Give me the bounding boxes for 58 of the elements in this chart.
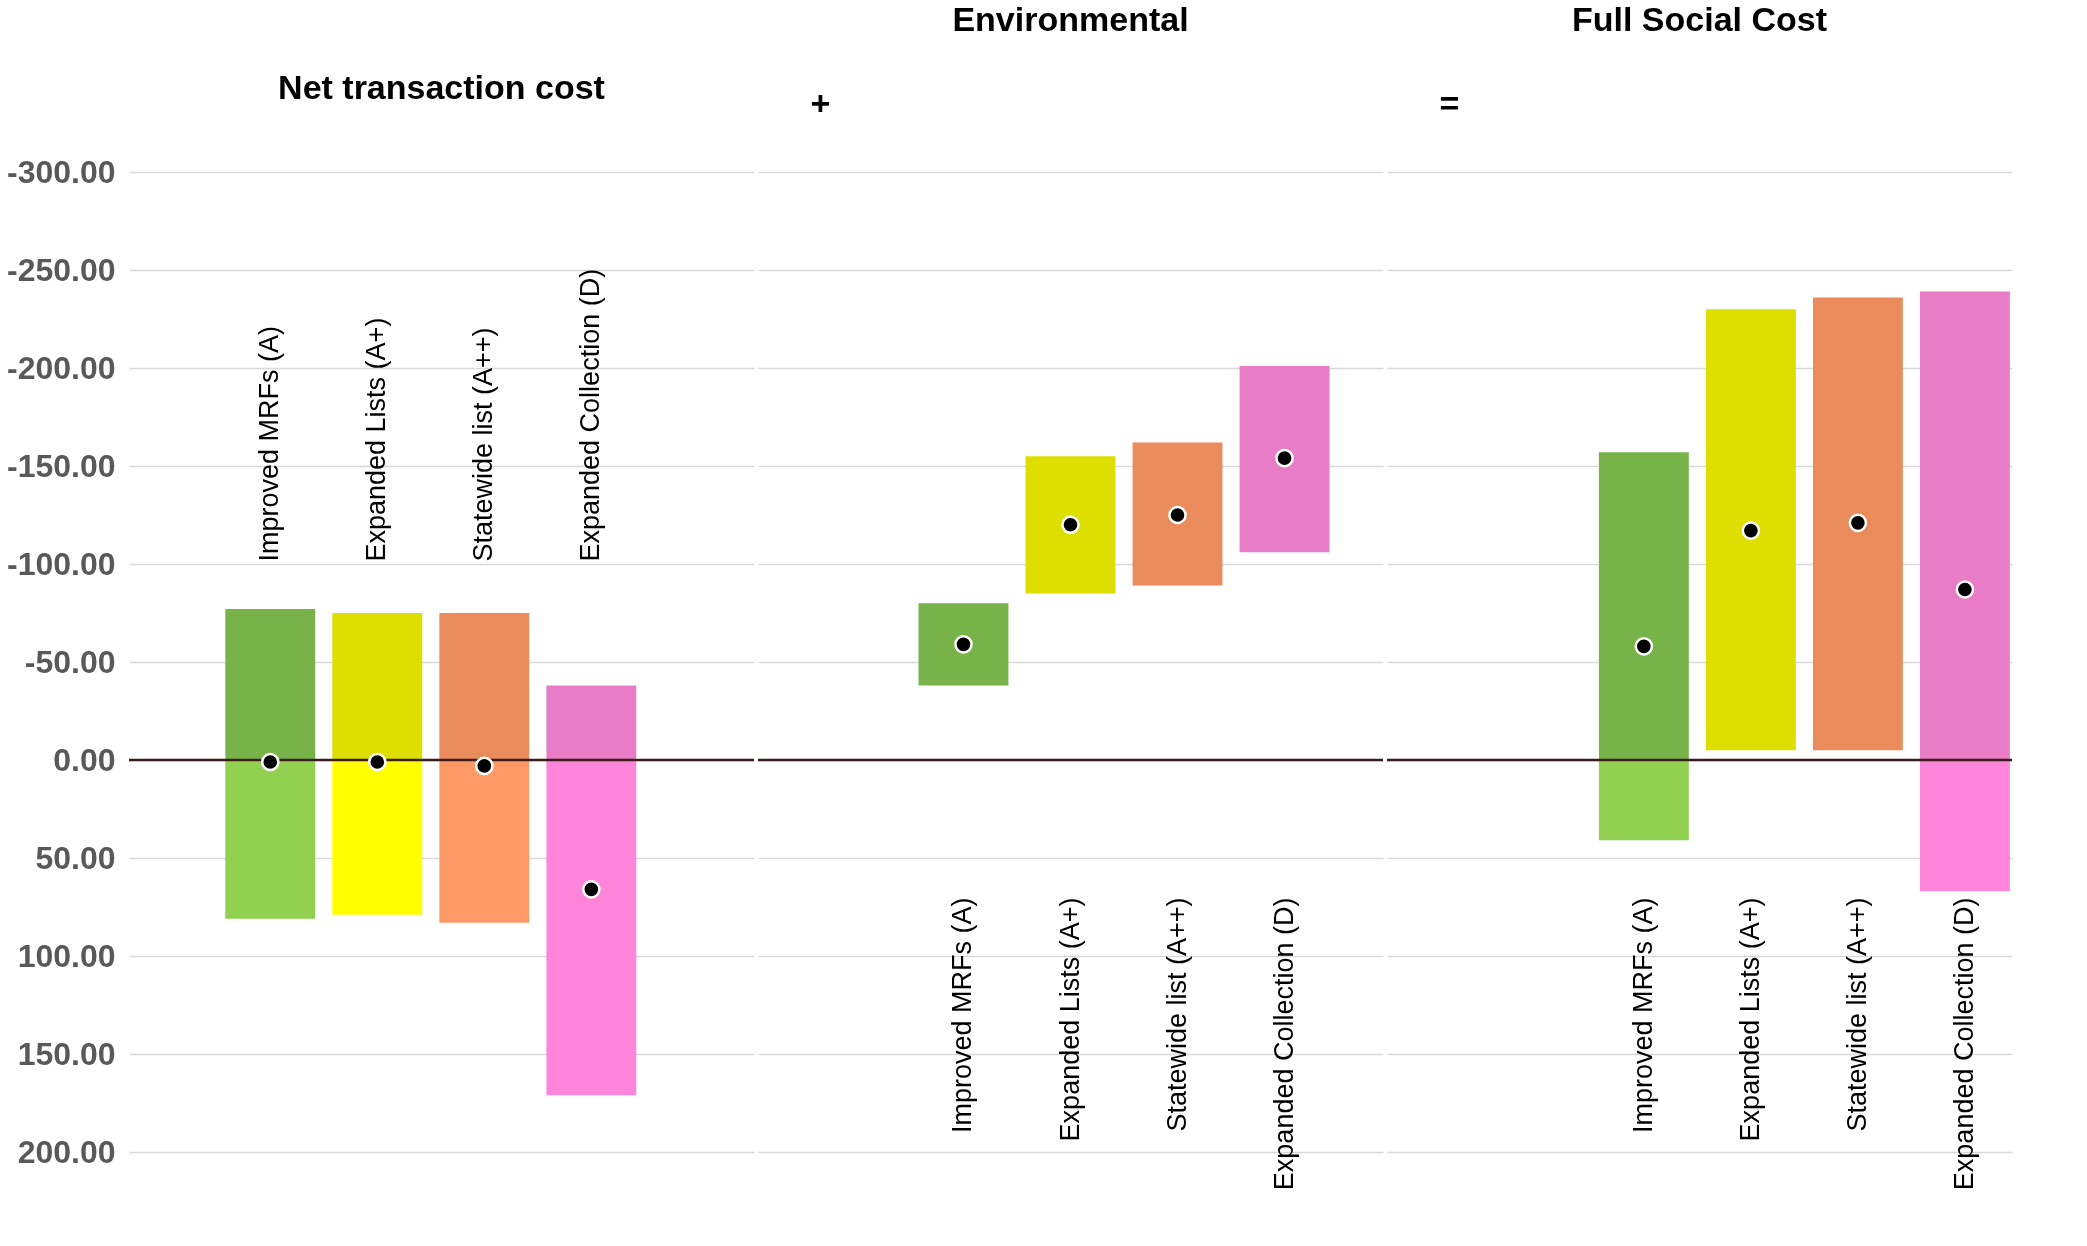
y-tick-label: -50.00 [24, 643, 116, 680]
bar [1239, 366, 1330, 553]
point [1168, 505, 1187, 525]
y-tick-label: 50.00 [35, 839, 116, 876]
bar [1705, 309, 1796, 751]
point [1634, 637, 1654, 656]
text: = [1439, 84, 1460, 122]
point [1741, 521, 1761, 540]
x-tick-label: Expanded Collection (D) [575, 268, 606, 562]
point [1848, 513, 1868, 533]
chart-title: Full Social Cost [1571, 0, 1828, 38]
bar [918, 603, 1009, 686]
y-tick-label: -250.00 [6, 251, 116, 288]
point [954, 635, 973, 654]
x-tick-label: Statewide list (A++) [468, 327, 499, 562]
y-tick-label: 200.00 [17, 1133, 116, 1170]
bar [1132, 442, 1223, 586]
x-tick-label: Statewide list (A++) [1161, 897, 1192, 1132]
text: + [810, 84, 831, 122]
x-tick-label: Expanded Collection (D) [1948, 897, 1979, 1191]
bar [1919, 760, 2010, 892]
bar [1025, 456, 1116, 594]
bar [439, 613, 530, 760]
bar [439, 760, 530, 923]
x-tick-label: Statewide list (A++) [1841, 897, 1872, 1132]
y-tick-label: -100.00 [6, 545, 116, 582]
bar [546, 685, 637, 760]
x-tick-label: Improved MRFs (A) [947, 897, 978, 1134]
bar [1598, 452, 1689, 760]
point [1061, 515, 1080, 535]
y-tick-label: 100.00 [17, 937, 116, 974]
point [1275, 448, 1294, 468]
point [260, 752, 280, 772]
point [367, 752, 387, 772]
bar [1919, 291, 2010, 760]
y-tick-label: -150.00 [6, 447, 116, 484]
x-tick-label: Expanded Lists (A+) [1734, 897, 1765, 1142]
point [1955, 580, 1975, 599]
bar [225, 609, 316, 760]
point [475, 756, 494, 776]
bar [332, 613, 423, 760]
bar [332, 760, 423, 915]
y-tick-label: -300.00 [6, 153, 116, 190]
y-tick-label: 0.00 [53, 741, 116, 778]
point [582, 880, 601, 899]
bar [546, 760, 637, 1096]
x-tick-label: Improved MRFs (A) [254, 325, 285, 562]
y-tick-label: -200.00 [6, 349, 116, 386]
x-tick-label: Expanded Collection (D) [1268, 897, 1299, 1191]
x-tick-label: Expanded Lists (A+) [1054, 897, 1085, 1142]
x-tick-label: Improved MRFs (A) [1627, 897, 1658, 1134]
bar [1598, 760, 1689, 841]
y-tick-label: 150.00 [17, 1035, 116, 1072]
chart-title: Net transaction cost [278, 68, 605, 106]
x-tick-label: Expanded Lists (A+) [361, 317, 392, 562]
bar [225, 760, 316, 919]
chart-title: Environmental [952, 0, 1189, 38]
bar [1812, 297, 1903, 751]
